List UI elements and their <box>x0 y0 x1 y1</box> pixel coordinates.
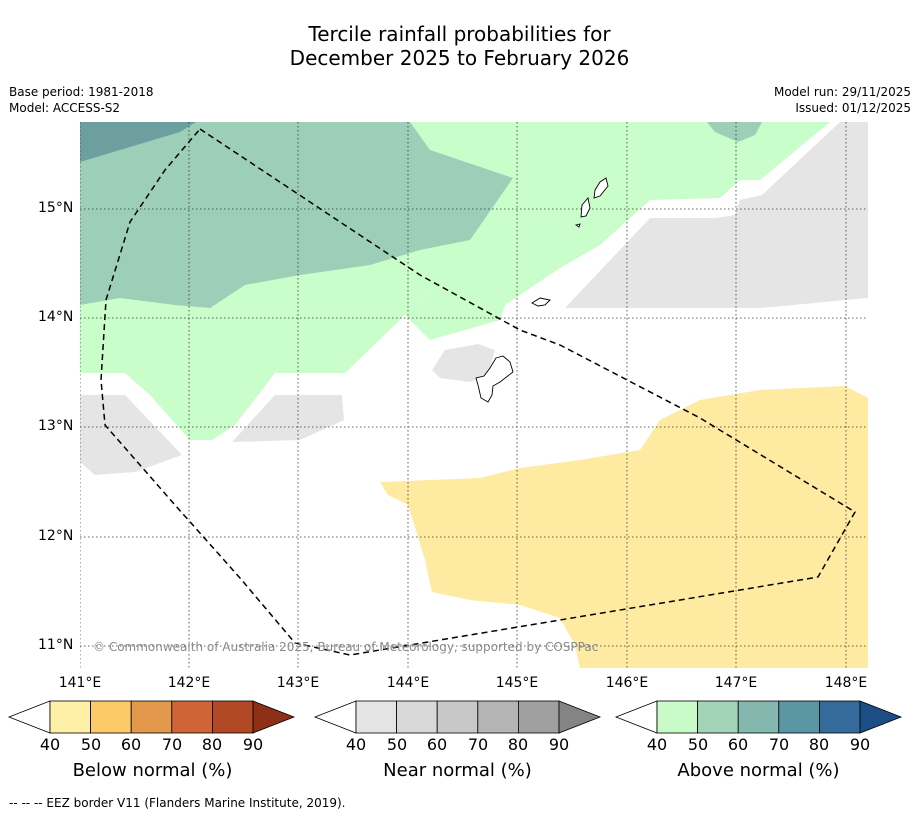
meta-right: Model run: 29/11/2025 Issued: 01/12/2025 <box>611 84 911 116</box>
map-gridlines <box>80 122 868 668</box>
near-normal-region-west <box>80 395 182 475</box>
lon-label-147: 147°E <box>714 675 758 691</box>
lat-label-14: 14°N <box>38 309 74 325</box>
guam-island <box>475 355 514 403</box>
model-run: Model run: 29/11/2025 <box>773 85 911 99</box>
legend-below-min-arrow <box>7 700 51 734</box>
rota-island <box>531 297 551 307</box>
lon-label-146: 146°E <box>605 675 649 691</box>
lon-label-143: 143°E <box>276 675 320 691</box>
meta-left: Base period: 1981-2018 Model: ACCESS-S2 <box>9 84 154 116</box>
legend-near-min-arrow <box>313 700 357 734</box>
legend-near-tick-70: 70 <box>467 735 489 754</box>
legend-above-min-arrow <box>614 700 658 734</box>
legend-above-tick-40: 40 <box>646 735 668 754</box>
legend-below-tick-40: 40 <box>39 735 61 754</box>
near-normal-region-guam <box>432 344 495 382</box>
legend-below-tick-60: 60 <box>120 735 142 754</box>
model-name: Model: ACCESS-S2 <box>9 101 121 115</box>
legend-near-title: Near normal (%) <box>383 760 532 781</box>
tinian-island <box>580 197 591 218</box>
legend-below-normal-bar <box>7 700 296 734</box>
lon-label-142: 142°E <box>167 675 211 691</box>
legend-near-swatch-60 <box>436 700 479 734</box>
lon-label-144: 144°E <box>386 675 430 691</box>
legend-near-swatch-70 <box>477 700 519 734</box>
above-normal-50-region-ne <box>405 122 830 340</box>
below-normal-40-region <box>380 386 868 668</box>
legend-near-tick-40: 40 <box>345 735 367 754</box>
title-line-1: Tercile rainfall probabilities for <box>308 22 611 46</box>
above-normal-60-region <box>80 122 513 308</box>
lat-label-12: 12°N <box>38 528 74 544</box>
legend-near-swatch-40 <box>355 700 397 734</box>
legend-above-swatch-80 <box>819 700 861 734</box>
aguijan-island <box>574 223 581 228</box>
legend-below-tick-90: 90 <box>242 735 264 754</box>
legend-above-tick-50: 50 <box>687 735 709 754</box>
eez-footnote: -- -- -- EEZ border V11 (Flanders Marine… <box>9 796 346 810</box>
legend-below-swatch-60 <box>130 700 173 734</box>
copyright-notice: © Commonwealth of Australia 2025, Bureau… <box>93 640 599 654</box>
legend-near-tick-90: 90 <box>548 735 570 754</box>
legend-above-normal-bar <box>614 700 903 734</box>
legend-below-tick-50: 50 <box>80 735 102 754</box>
lat-label-15: 15°N <box>38 200 74 216</box>
base-period: Base period: 1981-2018 <box>9 85 154 99</box>
map-title: Tercile rainfall probabilities for Decem… <box>0 22 919 70</box>
legend-near-tick-80: 80 <box>507 735 529 754</box>
above-normal-70-region <box>80 122 196 162</box>
eez-border <box>100 128 857 656</box>
legend-below-swatch-70 <box>171 700 213 734</box>
legend-near-swatch-80 <box>518 700 560 734</box>
lon-label-141: 141°E <box>58 675 102 691</box>
title-line-2: December 2025 to February 2026 <box>289 46 630 70</box>
legend-below-swatch-50 <box>90 700 132 734</box>
legend-above-swatch-60 <box>737 700 780 734</box>
legend-above-tick-90: 90 <box>849 735 871 754</box>
legend-below-tick-70: 70 <box>161 735 183 754</box>
islands <box>475 177 609 403</box>
legend-above-max-arrow <box>859 700 903 734</box>
legend-above-swatch-70 <box>778 700 820 734</box>
legend-above-tick-70: 70 <box>768 735 790 754</box>
legend-near-tick-60: 60 <box>426 735 448 754</box>
saipan-island <box>593 177 609 199</box>
legend-below-swatch-80 <box>211 700 254 734</box>
legend-above-tick-60: 60 <box>727 735 749 754</box>
lat-label-13: 13°N <box>38 418 74 434</box>
legend-near-tick-50: 50 <box>386 735 408 754</box>
legend-near-max-arrow <box>558 700 602 734</box>
lon-label-148: 148°E <box>824 675 868 691</box>
above-normal-60-region-ne <box>707 122 762 142</box>
legend-above-swatch-50 <box>697 700 739 734</box>
issued-date: Issued: 01/12/2025 <box>795 101 911 115</box>
lat-label-11: 11°N <box>38 637 74 653</box>
legend-below-swatch-40 <box>49 700 91 734</box>
legend-above-title: Above normal (%) <box>677 760 840 781</box>
legend-above-tick-80: 80 <box>808 735 830 754</box>
near-normal-region-ne <box>565 122 868 308</box>
legend-near-swatch-50 <box>396 700 438 734</box>
legend-below-title: Below normal (%) <box>72 760 233 781</box>
legend-below-max-arrow <box>252 700 296 734</box>
map-area <box>80 122 868 668</box>
legend-near-normal-bar <box>313 700 602 734</box>
lon-label-145: 145°E <box>495 675 539 691</box>
legend-below-tick-80: 80 <box>201 735 223 754</box>
legend-above-swatch-40 <box>656 700 698 734</box>
near-normal-region-central <box>232 395 344 442</box>
